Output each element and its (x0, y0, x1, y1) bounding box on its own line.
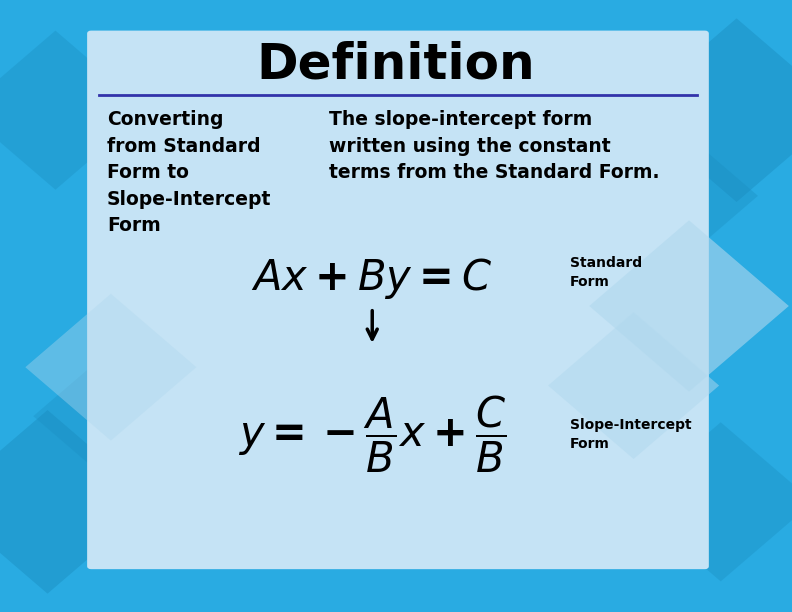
Text: The slope-intercept form
written using the constant
terms from the Standard Form: The slope-intercept form written using t… (329, 110, 659, 182)
Text: $\mathbf{\mathit{Ax}+\mathit{By}=\mathit{C}}$: $\mathbf{\mathit{Ax}+\mathit{By}=\mathit… (251, 256, 493, 301)
Polygon shape (548, 312, 719, 459)
Polygon shape (630, 18, 792, 202)
Text: Slope-Intercept
Form: Slope-Intercept Form (570, 419, 692, 450)
Text: Converting
from Standard
Form to
Slope-Intercept
Form: Converting from Standard Form to Slope-I… (107, 110, 272, 235)
Polygon shape (33, 343, 204, 490)
Polygon shape (628, 422, 792, 581)
Polygon shape (0, 410, 154, 594)
Text: Standard
Form: Standard Form (570, 256, 642, 288)
Text: Definition: Definition (257, 40, 535, 88)
FancyBboxPatch shape (87, 31, 709, 569)
Polygon shape (589, 220, 789, 392)
Text: $\mathbf{\mathit{y}=-\dfrac{\mathit{A}}{\mathit{B}}\mathit{x}+\dfrac{\mathit{C}}: $\mathbf{\mathit{y}=-\dfrac{\mathit{A}}{… (238, 394, 506, 475)
Polygon shape (0, 31, 148, 190)
Polygon shape (573, 116, 758, 275)
Polygon shape (25, 294, 196, 441)
